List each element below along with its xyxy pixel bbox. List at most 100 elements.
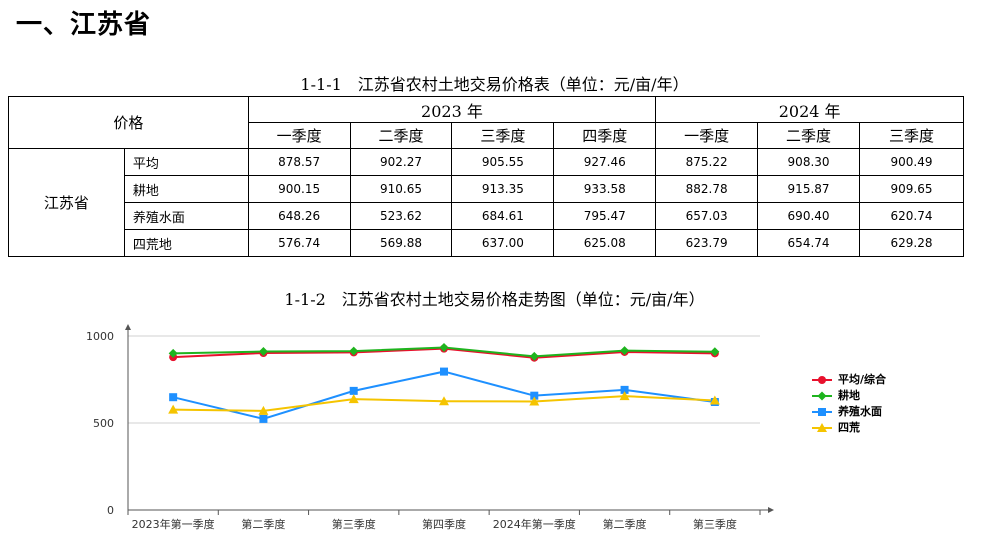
value-cell: 902.27 <box>349 148 453 176</box>
value-cell: 657.03 <box>655 202 759 230</box>
data-point <box>258 347 268 357</box>
quarter-header: 四季度 <box>553 122 657 149</box>
legend-item: 四荒 <box>810 420 886 436</box>
x-tick-label: 第四季度 <box>422 517 466 531</box>
x-tick-label: 第三季度 <box>693 517 737 531</box>
value-cell: 909.65 <box>859 175 964 203</box>
value-cell: 900.15 <box>247 175 351 203</box>
section-title: 一、江苏省 <box>16 10 152 40</box>
value-cell: 875.22 <box>655 148 759 176</box>
quarter-header: 三季度 <box>859 122 964 149</box>
value-cell: 882.78 <box>655 175 759 203</box>
data-point <box>168 404 179 414</box>
value-cell: 927.46 <box>553 148 657 176</box>
x-tick-label: 2024年第一季度 <box>493 517 576 531</box>
quarter-header: 一季度 <box>247 122 351 149</box>
legend-item: 耕地 <box>810 388 886 404</box>
value-cell: 905.55 <box>451 148 555 176</box>
x-tick-label: 第二季度 <box>241 517 285 531</box>
legend-label: 四荒 <box>838 421 860 434</box>
x-tick-label: 第二季度 <box>603 517 647 531</box>
table-corner-header: 价格 <box>8 96 249 149</box>
series-line <box>172 370 715 420</box>
legend-marker-icon <box>812 376 832 384</box>
quarter-header: 一季度 <box>655 122 759 149</box>
value-cell: 900.49 <box>859 148 964 176</box>
value-cell: 878.57 <box>247 148 351 176</box>
data-point <box>348 394 359 404</box>
category-cell: 耕地 <box>123 175 249 203</box>
y-tick-label: 500 <box>93 417 114 430</box>
category-cell: 养殖水面 <box>123 202 249 230</box>
x-tick-label: 2023年第一季度 <box>132 517 215 531</box>
y-axis-arrow <box>125 324 131 330</box>
value-cell: 629.28 <box>859 229 964 257</box>
value-cell: 620.74 <box>859 202 964 230</box>
table-caption-number: 1-1-1 <box>300 75 342 94</box>
legend-marker-icon <box>812 391 832 401</box>
legend-label: 养殖水面 <box>838 405 882 418</box>
value-cell: 523.62 <box>349 202 453 230</box>
legend-label: 平均/综合 <box>838 373 887 386</box>
price-table: 价格 2023 年 2024 年 一季度 二季度 三季度 四季度 一季度 二季度… <box>8 96 964 257</box>
table-row: 养殖水面 648.26 523.62 684.61 795.47 657.03 … <box>9 202 964 230</box>
value-cell: 576.74 <box>247 229 351 257</box>
quarter-header: 三季度 <box>451 122 555 149</box>
legend-item: 养殖水面 <box>810 404 886 420</box>
data-point <box>530 391 539 400</box>
data-point <box>529 351 539 361</box>
value-cell: 654.74 <box>757 229 860 257</box>
quarter-header: 二季度 <box>349 122 453 149</box>
x-tick-label: 第三季度 <box>332 517 376 531</box>
chart-legend: 平均/综合耕地养殖水面四荒 <box>810 372 886 436</box>
value-cell: 625.08 <box>553 229 657 257</box>
data-point <box>349 346 359 356</box>
data-point <box>709 395 720 405</box>
data-point <box>439 396 449 406</box>
legend-label: 耕地 <box>838 389 860 402</box>
legend-item: 平均/综合 <box>810 372 886 388</box>
table-row: 江苏省 平均 878.57 902.27 905.55 927.46 875.2… <box>8 148 964 257</box>
chart-caption: 1-1-2 江苏省农村土地交易价格走势图（单位：元/亩/年） <box>0 286 989 310</box>
province-cell: 江苏省 <box>8 148 125 257</box>
data-point <box>619 391 630 401</box>
table-caption-text: 江苏省农村土地交易价格表（单位：元/亩/年） <box>357 75 689 94</box>
data-point <box>620 346 630 356</box>
value-cell: 913.35 <box>451 175 555 203</box>
data-point <box>168 348 178 358</box>
value-cell: 795.47 <box>553 202 657 230</box>
value-cell: 569.88 <box>349 229 453 257</box>
quarter-header: 二季度 <box>757 122 860 149</box>
value-cell: 684.61 <box>451 202 555 230</box>
value-cell: 648.26 <box>247 202 351 230</box>
data-point <box>620 385 629 394</box>
data-point <box>439 343 449 353</box>
data-point <box>258 405 269 415</box>
data-point <box>529 396 540 406</box>
value-cell: 637.00 <box>451 229 555 257</box>
year-header-2024: 2024 年 <box>655 96 964 123</box>
price-trend-chart: 0 500 1000 2023年第一季度 第二季度 第三季度 第四季度 2024年第一季度 第二… <box>86 324 774 531</box>
data-point <box>440 367 448 376</box>
data-point <box>349 386 358 395</box>
data-point <box>259 414 268 423</box>
table-row: 耕地 900.15 910.65 913.35 933.58 882.78 91… <box>9 175 964 203</box>
table-row: 四荒地 576.74 569.88 637.00 625.08 623.79 6… <box>9 229 964 257</box>
x-axis-arrow <box>768 507 774 513</box>
value-cell: 933.58 <box>553 175 657 203</box>
value-cell: 623.79 <box>655 229 759 257</box>
chart-caption-number: 1-1-2 <box>284 290 326 309</box>
value-cell: 915.87 <box>757 175 860 203</box>
y-tick-label: 1000 <box>86 330 114 343</box>
legend-marker-icon <box>812 408 832 416</box>
data-point <box>169 393 178 402</box>
data-point <box>710 347 720 357</box>
table-caption: 1-1-1 江苏省农村土地交易价格表（单位：元/亩/年） <box>0 71 989 95</box>
y-tick-label: 0 <box>107 504 114 517</box>
category-cell: 四荒地 <box>123 229 249 257</box>
legend-marker-icon <box>812 423 832 432</box>
category-cell: 平均 <box>123 148 249 176</box>
value-cell: 908.30 <box>757 148 860 176</box>
year-header-2023: 2023 年 <box>247 96 657 123</box>
value-cell: 910.65 <box>349 175 453 203</box>
